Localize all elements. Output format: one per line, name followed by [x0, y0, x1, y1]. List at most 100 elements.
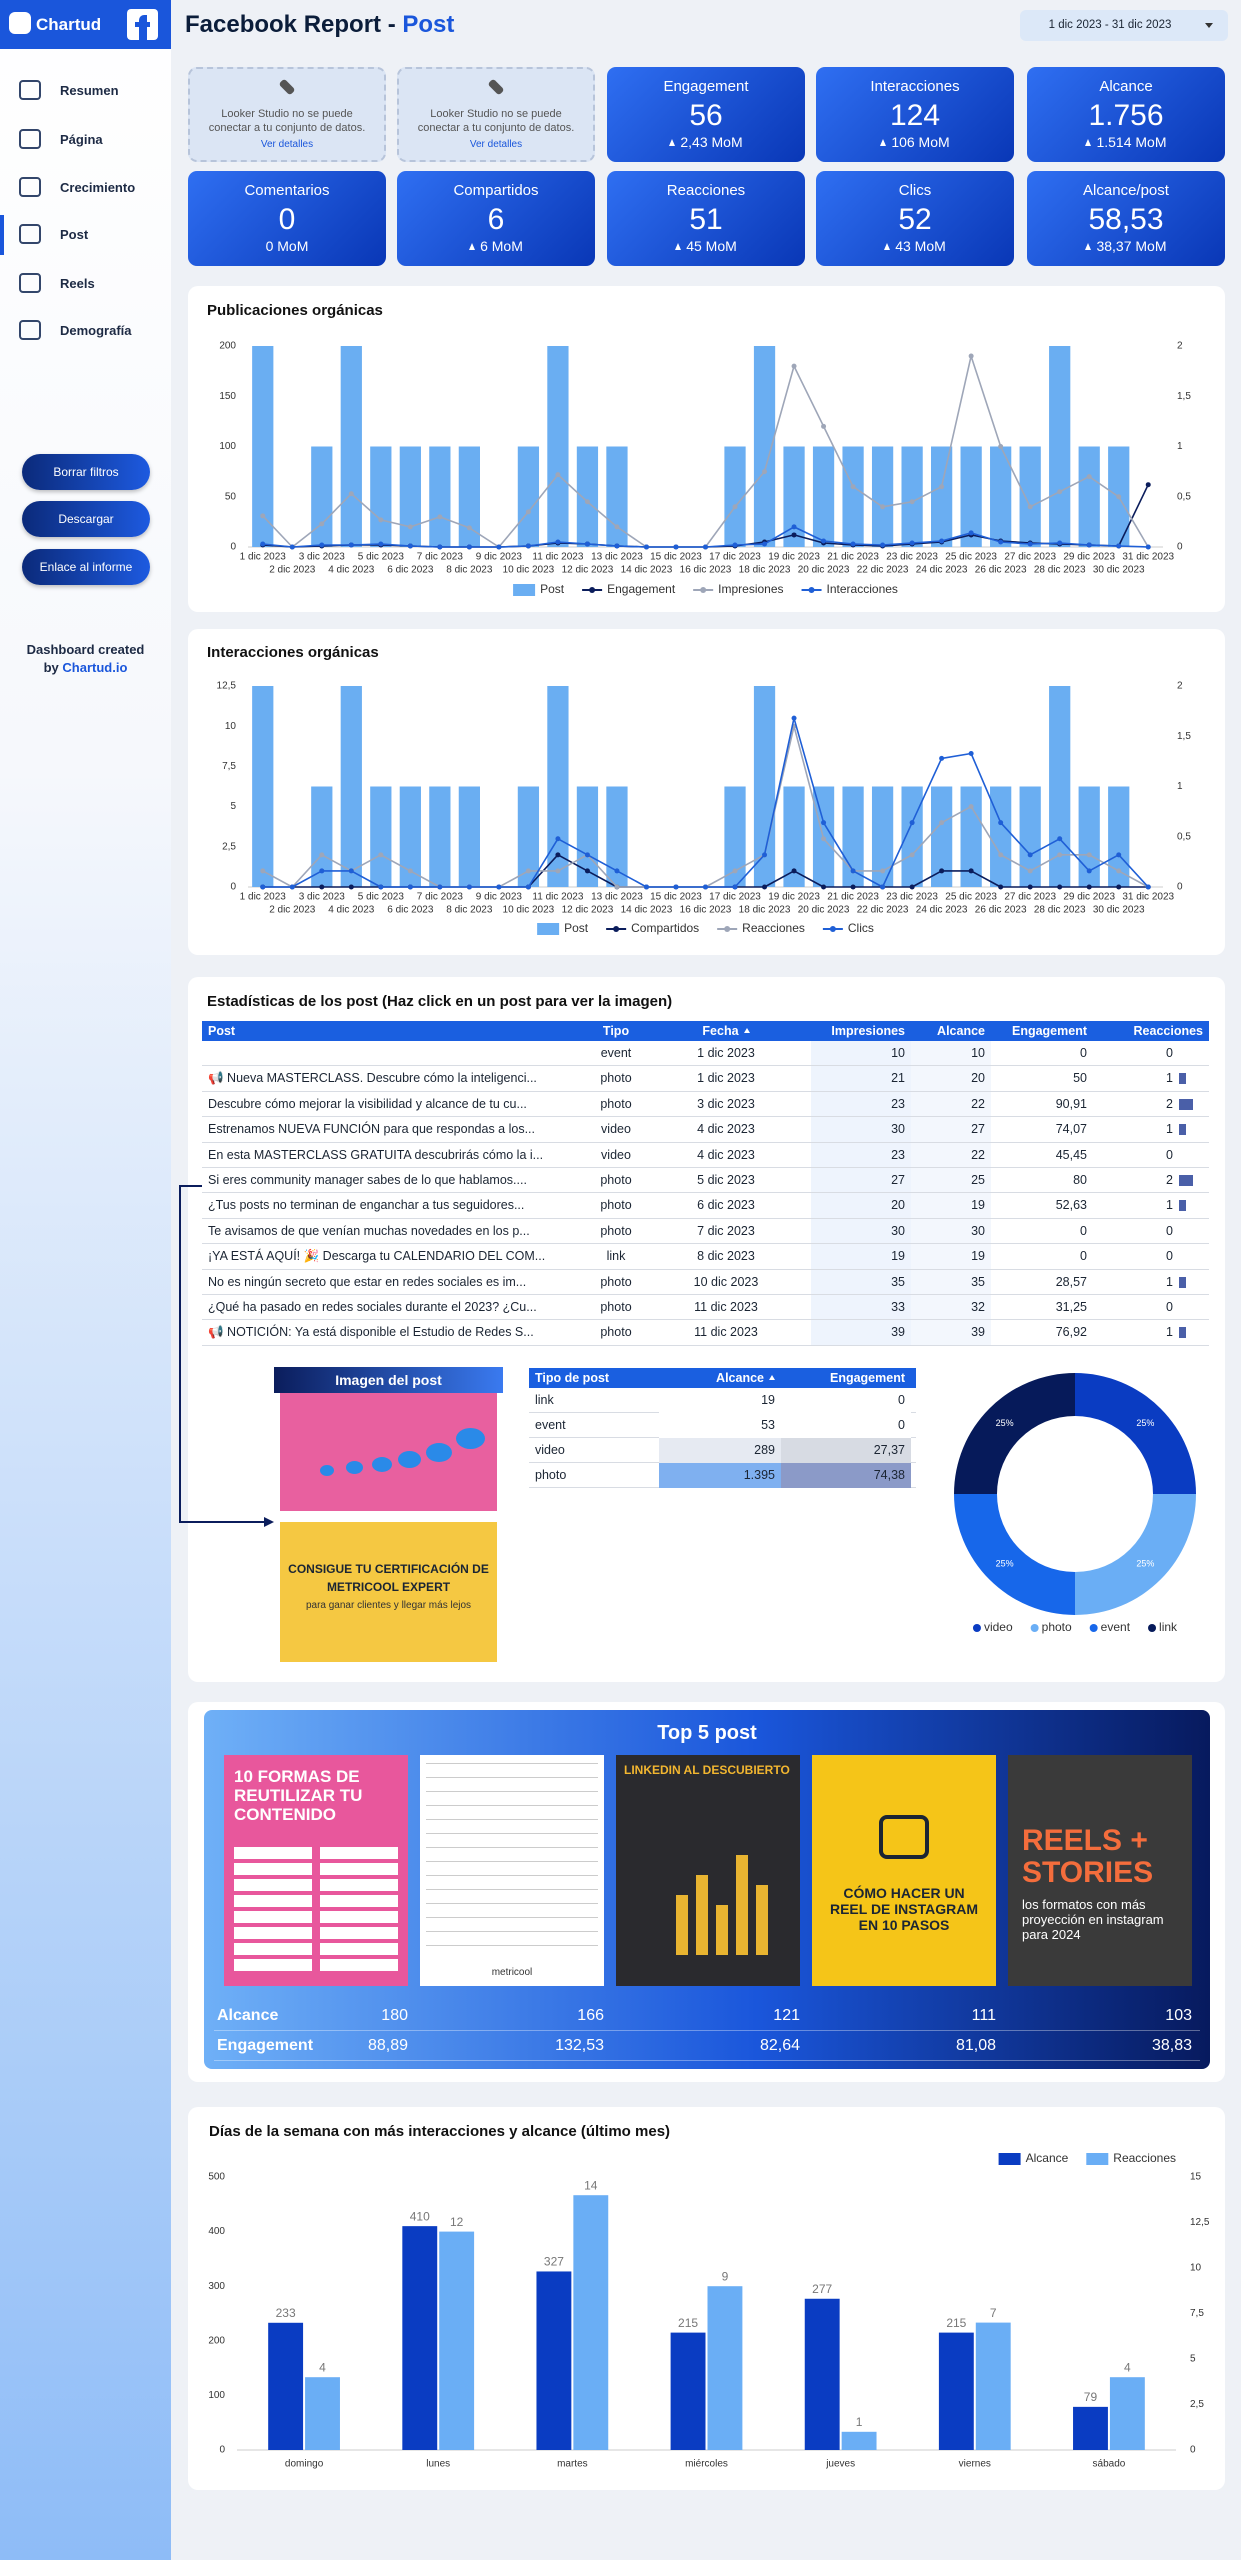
- nav-icon: [19, 80, 41, 100]
- table-cell: 20: [891, 1198, 905, 1213]
- mini-bar: [736, 1855, 748, 1955]
- table-header[interactable]: Reacciones: [1133, 1024, 1203, 1038]
- top5-title: Top 5 post: [657, 1722, 757, 1744]
- date-picker[interactable]: 1 dic 2023 - 31 dic 2023: [1020, 10, 1228, 41]
- kpi-change: 38,37 MoM: [1027, 238, 1225, 254]
- nav-icon: [19, 129, 41, 149]
- sidebar-button[interactable]: Borrar filtros: [22, 454, 150, 490]
- list-row: [320, 1895, 398, 1907]
- table-cell: 50: [1073, 1071, 1087, 1086]
- top5-thumb[interactable]: metricool: [420, 1755, 604, 1986]
- table-row[interactable]: [202, 1320, 1209, 1346]
- kpi-change: 2,43 MoM: [607, 134, 805, 150]
- card: [188, 629, 1225, 955]
- table-cell: 10: [971, 1046, 985, 1060]
- top5-thumb[interactable]: CÓMO HACER UN REEL DE INSTAGRAM EN 10 PA…: [812, 1755, 996, 1986]
- nav-item[interactable]: Crecimiento: [60, 180, 136, 195]
- table-header[interactable]: Alcance: [659, 1368, 781, 1388]
- table-cell: 80: [1073, 1173, 1087, 1187]
- table-header[interactable]: Alcance: [937, 1024, 985, 1038]
- nav-item[interactable]: Post: [60, 227, 89, 242]
- top5-thumb[interactable]: REELS + STORIES los formatos con más proy…: [1008, 1755, 1192, 1986]
- table-cell: 6 dic 2023: [697, 1198, 755, 1213]
- top5-row-label: Engagement: [217, 2037, 314, 2054]
- nav-icon: [19, 177, 41, 197]
- grid-row: [426, 1917, 598, 1918]
- table-cell: 4 dic 2023: [697, 1147, 755, 1162]
- table-cell: 20: [971, 1071, 985, 1086]
- kpi-label: Reacciones: [666, 182, 746, 199]
- mini-bar: [716, 1905, 728, 1955]
- table-row[interactable]: [202, 1193, 1209, 1219]
- kpi-value: 56: [689, 99, 723, 132]
- table-cell: photo: [600, 1096, 632, 1111]
- error-link[interactable]: Ver detalles: [260, 139, 314, 150]
- error-message: Looker Studio no se puede conectar a tu …: [417, 108, 575, 134]
- kpi-card: Alcance 1.756 1.514 MoM: [1027, 67, 1225, 162]
- table-cell: video: [535, 1443, 565, 1457]
- table-cell: 19: [891, 1249, 905, 1264]
- table-cell: 19: [971, 1198, 985, 1213]
- nav-item[interactable]: Reels: [60, 276, 95, 291]
- table-cell: 32: [971, 1300, 985, 1314]
- table-cell: 0: [1166, 1300, 1173, 1314]
- table-cell: 22: [971, 1147, 985, 1162]
- table-cell: 3 dic 2023: [697, 1096, 755, 1111]
- nav-item[interactable]: Resumen: [60, 83, 119, 98]
- table-row[interactable]: [202, 1168, 1209, 1194]
- table-row[interactable]: [202, 1244, 1209, 1270]
- table-cell: 1: [1166, 1122, 1173, 1137]
- grid-row: [426, 1931, 598, 1932]
- nav-item[interactable]: Página: [60, 132, 103, 147]
- top5-thumb[interactable]: LINKEDIN AL DESCUBIERTO: [616, 1755, 800, 1986]
- reaction-bar: [1179, 1124, 1186, 1136]
- chart-title: Publicaciones orgánicas: [207, 302, 383, 319]
- error-card: Looker Studio no se puede conectar a tu …: [188, 67, 386, 162]
- table-row[interactable]: [202, 1041, 1209, 1067]
- table-cell: 27: [891, 1173, 905, 1187]
- thumb-title: REELS + STORIES: [1022, 1824, 1154, 1889]
- table-header[interactable]: Impresiones: [831, 1024, 905, 1038]
- nav-item[interactable]: Demografía: [60, 323, 132, 338]
- top5-row-line: [214, 2060, 1200, 2061]
- top5-value: 132,53: [555, 2037, 604, 2054]
- table-header[interactable]: Engagement: [1011, 1024, 1087, 1038]
- table-row[interactable]: [202, 1219, 1209, 1245]
- table-row[interactable]: [202, 1295, 1209, 1321]
- table-header[interactable]: Tipo de post: [535, 1371, 610, 1385]
- sidebar-button[interactable]: Descargar: [22, 501, 150, 537]
- table-row[interactable]: [202, 1092, 1209, 1118]
- table-cell: 19: [971, 1249, 985, 1264]
- table-row[interactable]: [202, 1270, 1209, 1295]
- credit-by: by: [43, 660, 59, 675]
- table-row[interactable]: [202, 1066, 1209, 1092]
- table-cell: 0: [781, 1413, 911, 1438]
- table-cell: 1: [1166, 1198, 1173, 1213]
- sidebar-button[interactable]: Enlace al informe: [22, 549, 150, 585]
- table-header[interactable]: Engagement: [829, 1371, 905, 1385]
- list-row: [234, 1943, 312, 1955]
- table-row[interactable]: [202, 1117, 1209, 1143]
- table-cell: ¿Tus posts no terminan de enganchar a tu…: [208, 1198, 525, 1213]
- list-row: [320, 1943, 398, 1955]
- post-image: [280, 1393, 497, 1511]
- table-cell: 45,45: [1055, 1147, 1087, 1162]
- table-header[interactable]: Tipo: [602, 1024, 630, 1038]
- thumb-title: 10 FORMAS DE REUTILIZAR TU CONTENIDO: [234, 1767, 363, 1824]
- table-header[interactable]: Fecha: [641, 1021, 811, 1041]
- table-row[interactable]: [202, 1143, 1209, 1168]
- grid-row: [426, 1889, 598, 1890]
- grid-row: [426, 1861, 598, 1862]
- table-cell: 52,63: [1055, 1198, 1087, 1213]
- nav-icon: [19, 273, 41, 293]
- table-header[interactable]: Post: [208, 1024, 236, 1038]
- mini-bar: [676, 1895, 688, 1955]
- kpi-value: 51: [689, 203, 723, 236]
- grid-row: [426, 1875, 598, 1876]
- list-row: [320, 1911, 398, 1923]
- brand: Chartud: [36, 15, 102, 34]
- error-message: Looker Studio no se puede conectar a tu …: [208, 108, 366, 134]
- error-link[interactable]: Ver detalles: [469, 139, 523, 150]
- top5-thumb[interactable]: 10 FORMAS DE REUTILIZAR TU CONTENIDO: [224, 1755, 408, 1986]
- kpi-label: Compartidos: [453, 182, 539, 199]
